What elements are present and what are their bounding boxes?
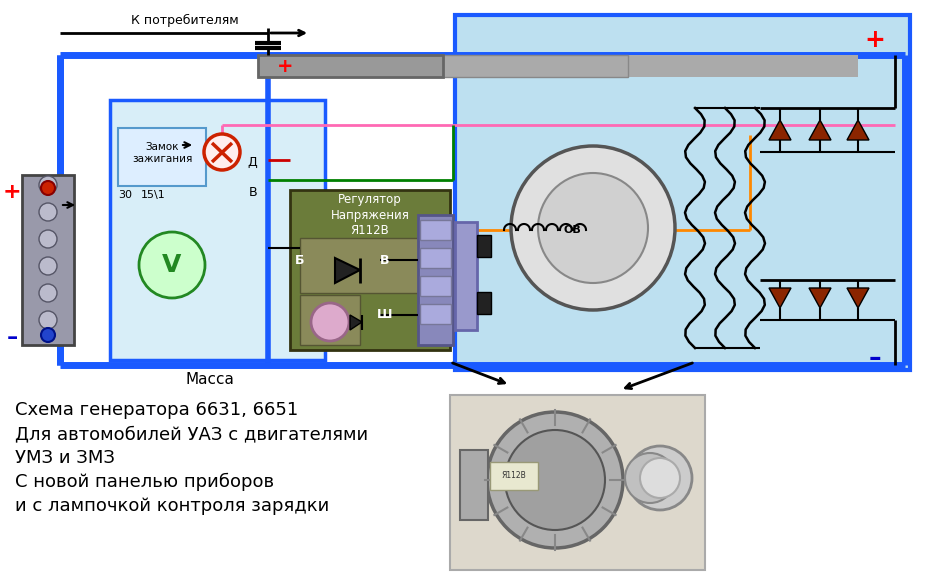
Circle shape	[139, 232, 205, 298]
Bar	[22, 175, 74, 345]
Bar	[420, 304, 451, 324]
Text: ОВ: ОВ	[563, 225, 581, 235]
Circle shape	[39, 257, 57, 275]
Text: –: –	[6, 328, 18, 348]
Polygon shape	[350, 315, 362, 330]
Text: Схема генератора 6631, 6651: Схема генератора 6631, 6651	[15, 401, 298, 419]
Circle shape	[41, 181, 55, 195]
Bar	[258, 55, 443, 77]
Bar	[420, 220, 451, 240]
Circle shape	[311, 303, 349, 341]
Circle shape	[39, 284, 57, 302]
Circle shape	[628, 446, 692, 510]
Text: Д: Д	[247, 155, 257, 169]
Bar	[455, 222, 477, 330]
Bar	[300, 295, 360, 345]
Polygon shape	[809, 120, 831, 140]
Text: Я112В: Я112В	[501, 472, 526, 481]
Polygon shape	[847, 288, 869, 308]
Text: +: +	[277, 56, 293, 76]
Text: УМЗ и ЗМЗ: УМЗ и ЗМЗ	[15, 449, 115, 467]
Text: –: –	[869, 346, 882, 370]
Polygon shape	[847, 120, 869, 140]
Polygon shape	[769, 120, 791, 140]
Polygon shape	[769, 288, 791, 308]
Circle shape	[39, 203, 57, 221]
Bar	[258, 55, 628, 77]
Circle shape	[204, 134, 240, 170]
Circle shape	[41, 328, 55, 342]
Circle shape	[538, 173, 648, 283]
Text: Масса: Масса	[186, 373, 234, 387]
Polygon shape	[809, 288, 831, 308]
Text: Замок
зажигания: Замок зажигания	[132, 142, 192, 164]
Text: К потребителям: К потребителям	[131, 13, 239, 26]
Circle shape	[625, 453, 675, 503]
Text: V: V	[162, 253, 181, 277]
Bar	[290, 190, 450, 350]
Bar	[300, 238, 430, 293]
Text: +: +	[3, 182, 21, 202]
Bar	[110, 100, 325, 360]
Bar	[477, 292, 491, 314]
Circle shape	[39, 230, 57, 248]
Bar	[450, 395, 705, 570]
Circle shape	[640, 458, 680, 498]
Circle shape	[511, 146, 675, 310]
Text: 30: 30	[118, 190, 132, 200]
Text: Б: Б	[295, 254, 304, 267]
Polygon shape	[335, 258, 360, 283]
Circle shape	[39, 311, 57, 329]
Text: Ш: Ш	[377, 308, 393, 322]
Bar	[258, 55, 858, 77]
Bar	[418, 215, 453, 345]
Text: и с лампочкой контроля зарядки: и с лампочкой контроля зарядки	[15, 497, 329, 515]
Bar	[460, 450, 488, 520]
Bar	[455, 15, 910, 370]
Bar	[420, 248, 451, 268]
Circle shape	[505, 430, 605, 530]
Text: Для автомобилей УАЗ с двигателями: Для автомобилей УАЗ с двигателями	[15, 425, 368, 443]
Text: 15\1: 15\1	[141, 190, 166, 200]
Text: +: +	[865, 28, 885, 52]
Text: С новой панелью приборов: С новой панелью приборов	[15, 473, 274, 491]
Text: В: В	[249, 186, 257, 199]
Bar	[490, 462, 538, 490]
Circle shape	[487, 412, 623, 548]
Bar	[420, 276, 451, 296]
Bar	[477, 235, 491, 257]
Bar	[118, 128, 206, 186]
Circle shape	[39, 176, 57, 194]
Text: В: В	[380, 254, 389, 267]
Text: Регулятор
Напряжения
Я112В: Регулятор Напряжения Я112В	[330, 193, 410, 237]
